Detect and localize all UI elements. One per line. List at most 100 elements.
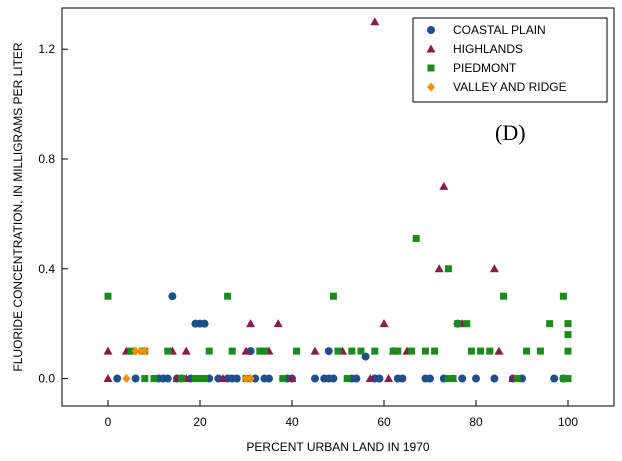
data-point-piedmont [260,347,268,355]
data-points [103,17,572,384]
data-point-piedmont [389,347,397,355]
data-point-coastal-plain [232,374,241,383]
data-point-piedmont [477,347,485,355]
data-point-piedmont [513,375,521,383]
data-point-piedmont [293,347,301,355]
data-point-piedmont [431,347,439,355]
data-point-piedmont [449,375,457,383]
data-point-piedmont [334,347,342,355]
data-point-piedmont [536,347,544,355]
data-point-coastal-plain [168,292,177,301]
legend-marker [427,64,435,72]
data-point-coastal-plain [398,374,407,383]
data-point-piedmont [201,375,209,383]
data-point-coastal-plain [472,374,480,383]
data-point-piedmont [196,375,204,383]
y-axis-label: FLUORIDE CONCENTRATION, IN MILLIGRAMS PE… [11,42,25,371]
legend-marker [427,26,435,34]
data-point-coastal-plain [426,374,434,383]
data-point-valley-and-ridge [131,346,140,356]
data-point-coastal-plain [329,374,338,383]
axis-ticks: 0 20 40 60 80 100 0.0 0.4 0.8 1.2 [38,42,578,429]
data-point-piedmont [394,347,402,355]
legend-label: HIGHLANDS [453,42,523,56]
data-point-highlands [287,374,297,383]
data-point-valley-and-ridge [122,374,131,384]
data-point-piedmont [546,320,554,328]
data-point-piedmont [279,375,287,383]
data-point-piedmont [454,320,462,328]
data-point-piedmont [500,292,508,300]
panel-label: (D) [495,120,526,145]
data-point-piedmont [421,347,429,355]
y-tick-label: 0.4 [38,262,55,276]
data-point-piedmont [444,265,452,273]
data-point-coastal-plain [375,374,384,383]
data-point-coastal-plain [324,347,333,356]
data-point-piedmont [559,292,567,300]
data-point-piedmont [224,292,232,300]
y-tick-label: 0.8 [38,152,55,166]
data-point-piedmont [104,292,112,300]
data-point-piedmont [467,347,475,355]
data-point-valley-and-ridge [246,374,255,384]
data-point-piedmont [463,320,471,328]
data-point-highlands [370,17,380,26]
data-point-valley-and-ridge [242,374,250,384]
data-point-coastal-plain [550,374,559,383]
x-axis-label: PERCENT URBAN LAND IN 1970 [246,440,429,454]
data-point-piedmont [564,331,572,339]
x-tick-label: 40 [285,415,299,429]
data-point-piedmont [178,375,186,383]
data-point-valley-and-ridge [140,346,149,356]
data-point-piedmont [371,347,379,355]
data-point-piedmont [191,375,199,383]
data-point-highlands [439,181,449,190]
data-point-piedmont [412,235,420,243]
data-point-piedmont [559,375,567,383]
data-point-piedmont [348,347,356,355]
y-tick-label: 1.2 [38,42,55,56]
legend-label: PIEDMONT [453,61,517,75]
data-point-coastal-plain [458,374,467,383]
data-point-piedmont [205,347,213,355]
data-point-piedmont [523,347,531,355]
data-point-highlands [310,346,320,355]
data-point-highlands [494,346,504,355]
data-point-valley-and-ridge [136,346,145,356]
data-point-coastal-plain [265,374,273,383]
data-point-coastal-plain [352,374,361,383]
data-point-highlands [103,374,113,383]
data-point-highlands [489,264,499,273]
x-tick-label: 20 [193,415,207,429]
data-point-coastal-plain [251,374,260,383]
x-tick-label: 60 [377,415,391,429]
plot-area-frame [61,7,615,407]
data-point-coastal-plain [311,374,319,383]
legend-label: COASTAL PLAIN [453,23,546,37]
data-point-highlands [246,319,256,328]
data-point-piedmont [564,375,572,383]
data-point-piedmont [141,375,149,383]
data-point-highlands [384,374,394,383]
legend-marker [427,82,435,92]
data-point-coastal-plain [131,374,140,383]
data-point-highlands [241,346,251,355]
y-tick-label: 0.0 [38,372,55,386]
legend-label: VALLEY AND RIDGE [453,80,567,94]
data-point-piedmont [444,375,452,383]
data-point-piedmont [127,347,135,355]
data-point-piedmont [329,292,337,300]
x-tick-label: 100 [558,415,578,429]
data-point-piedmont [357,347,365,355]
data-point-highlands [218,374,228,383]
data-point-coastal-plain [200,319,209,328]
data-point-piedmont [564,347,572,355]
data-point-piedmont [256,347,264,355]
data-point-piedmont [150,375,158,383]
data-point-highlands [379,319,389,328]
data-point-piedmont [564,320,572,328]
x-tick-label: 0 [105,415,112,429]
data-point-highlands [273,319,283,328]
